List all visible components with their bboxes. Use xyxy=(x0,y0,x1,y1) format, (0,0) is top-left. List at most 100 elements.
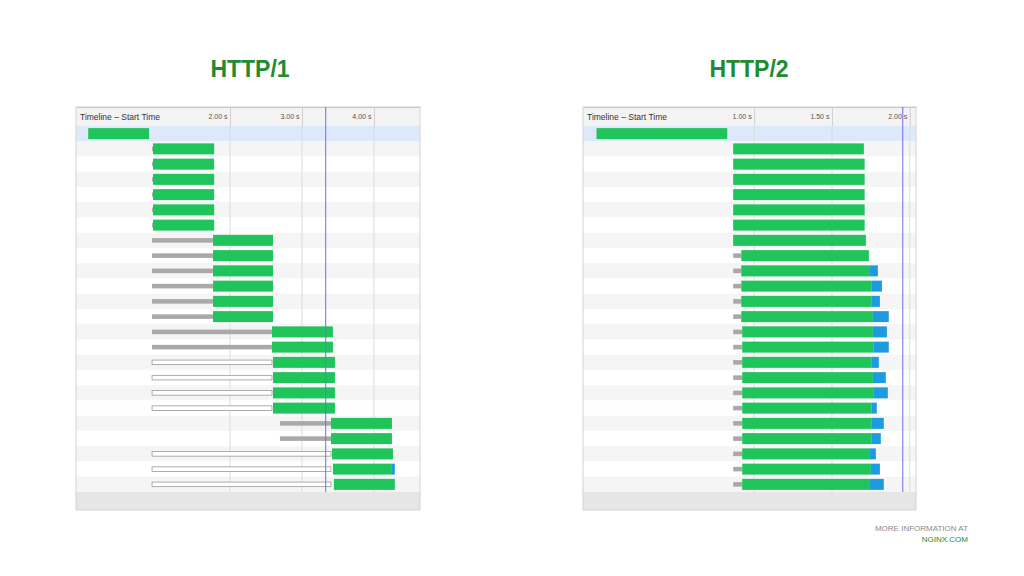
timing-bar xyxy=(334,479,395,490)
row-stripe xyxy=(76,294,420,309)
title: HTTP/1 xyxy=(210,56,289,82)
timing-bar xyxy=(88,128,149,139)
timing-bar xyxy=(742,403,872,414)
tick: 2.00 s xyxy=(208,107,230,126)
timing-bar xyxy=(153,174,214,185)
panel: HTTP/2Timeline – Start Time1.00 s1.50 s2… xyxy=(583,56,917,510)
timing-bar xyxy=(733,269,741,274)
timing-bar xyxy=(741,281,872,292)
timing-bar xyxy=(733,284,741,289)
timing-bar xyxy=(742,387,874,398)
row-stripe xyxy=(583,263,916,278)
panel-frame xyxy=(583,107,916,510)
tick: 1.50 s xyxy=(810,107,832,126)
panel: HTTP/1 Timeline – Start Time 2.00 s 3.00 s 4… xyxy=(76,56,421,510)
tick-label: 4.00 s xyxy=(352,113,372,120)
footer-line: MORE INFORMATION AT xyxy=(875,524,968,533)
axis-line xyxy=(584,107,917,108)
timing-bar xyxy=(213,311,273,322)
timing-bar xyxy=(874,342,889,353)
timing-bar xyxy=(152,330,272,335)
row-stripe xyxy=(583,309,916,324)
timing-bar xyxy=(733,345,742,350)
segment-series xyxy=(88,128,395,490)
row-stripe xyxy=(583,477,916,492)
timing-bar xyxy=(872,281,882,292)
timing-bar xyxy=(733,204,864,215)
timing-bar xyxy=(153,143,214,154)
row-stripe xyxy=(583,248,916,263)
row-stripe xyxy=(76,126,420,141)
header-background xyxy=(76,107,420,126)
timing-bar xyxy=(733,159,864,170)
row-stripe xyxy=(76,141,420,156)
row-stripe xyxy=(583,218,916,233)
segment-series xyxy=(870,265,889,489)
row-stripe xyxy=(583,279,916,294)
row-stripe xyxy=(76,340,420,355)
timing-bar xyxy=(733,143,864,154)
tick-mark xyxy=(832,107,833,126)
row-stripe xyxy=(76,157,420,172)
bars xyxy=(88,128,395,490)
footer-link: NGINX.COM xyxy=(922,535,969,544)
tick: 3.00 s xyxy=(280,107,302,126)
row-stripe xyxy=(76,309,420,324)
row-stripe xyxy=(76,172,420,187)
segment-series xyxy=(597,128,874,490)
timing-bar xyxy=(152,269,213,274)
timing-bar xyxy=(332,448,393,459)
timing-bar xyxy=(152,391,272,396)
footer-strip xyxy=(583,492,916,510)
tick: 1.00 s xyxy=(733,107,755,126)
timing-bar xyxy=(733,406,742,411)
timing-bar xyxy=(152,284,213,289)
timing-bar xyxy=(742,342,874,353)
timing-bar xyxy=(213,250,273,261)
row-stripe xyxy=(583,370,916,385)
row-stripe xyxy=(583,187,916,202)
row-stripe xyxy=(76,446,420,461)
tick-label: 2.00 s xyxy=(888,113,908,120)
row-stripe xyxy=(76,202,420,217)
timing-bar xyxy=(272,342,333,353)
row-stripe xyxy=(76,462,420,477)
timing-bar xyxy=(152,253,213,258)
timing-bar xyxy=(333,464,392,475)
row-stripe xyxy=(583,416,916,431)
timing-bar xyxy=(733,314,741,319)
timing-bar xyxy=(873,311,889,322)
timing-bar xyxy=(742,448,870,459)
row-stripes xyxy=(583,126,916,492)
title: HTTP/2 xyxy=(709,56,788,82)
timing-bar xyxy=(153,189,214,200)
timing-bar xyxy=(741,265,870,276)
grid-line xyxy=(230,126,231,492)
bars xyxy=(597,128,889,490)
header-label: Timeline – Start Time xyxy=(80,112,160,122)
timing-bar xyxy=(733,299,741,304)
timing-bar xyxy=(272,326,333,337)
timing-bar xyxy=(153,159,214,170)
timing-bar xyxy=(213,235,273,246)
row-stripe xyxy=(583,401,916,416)
row-stripe xyxy=(76,248,420,263)
tick-label: 3.00 s xyxy=(280,113,300,120)
timing-bar xyxy=(742,372,873,383)
timing-bar xyxy=(873,372,886,383)
footer-strip xyxy=(76,492,420,510)
timing-bar xyxy=(153,220,214,231)
timing-bar xyxy=(742,326,873,337)
row-stripe xyxy=(583,294,916,309)
row-stripe xyxy=(76,324,420,339)
segment-series xyxy=(392,464,395,475)
row-stripe xyxy=(76,233,420,248)
timing-bar xyxy=(873,326,887,337)
row-stripe xyxy=(76,218,420,233)
row-stripe xyxy=(583,126,916,141)
tick-label: 2.00 s xyxy=(208,113,228,120)
timing-bar xyxy=(742,464,871,475)
timing-bar xyxy=(733,421,742,426)
tick-label: 1.00 s xyxy=(733,113,753,120)
timing-bar xyxy=(152,467,331,472)
